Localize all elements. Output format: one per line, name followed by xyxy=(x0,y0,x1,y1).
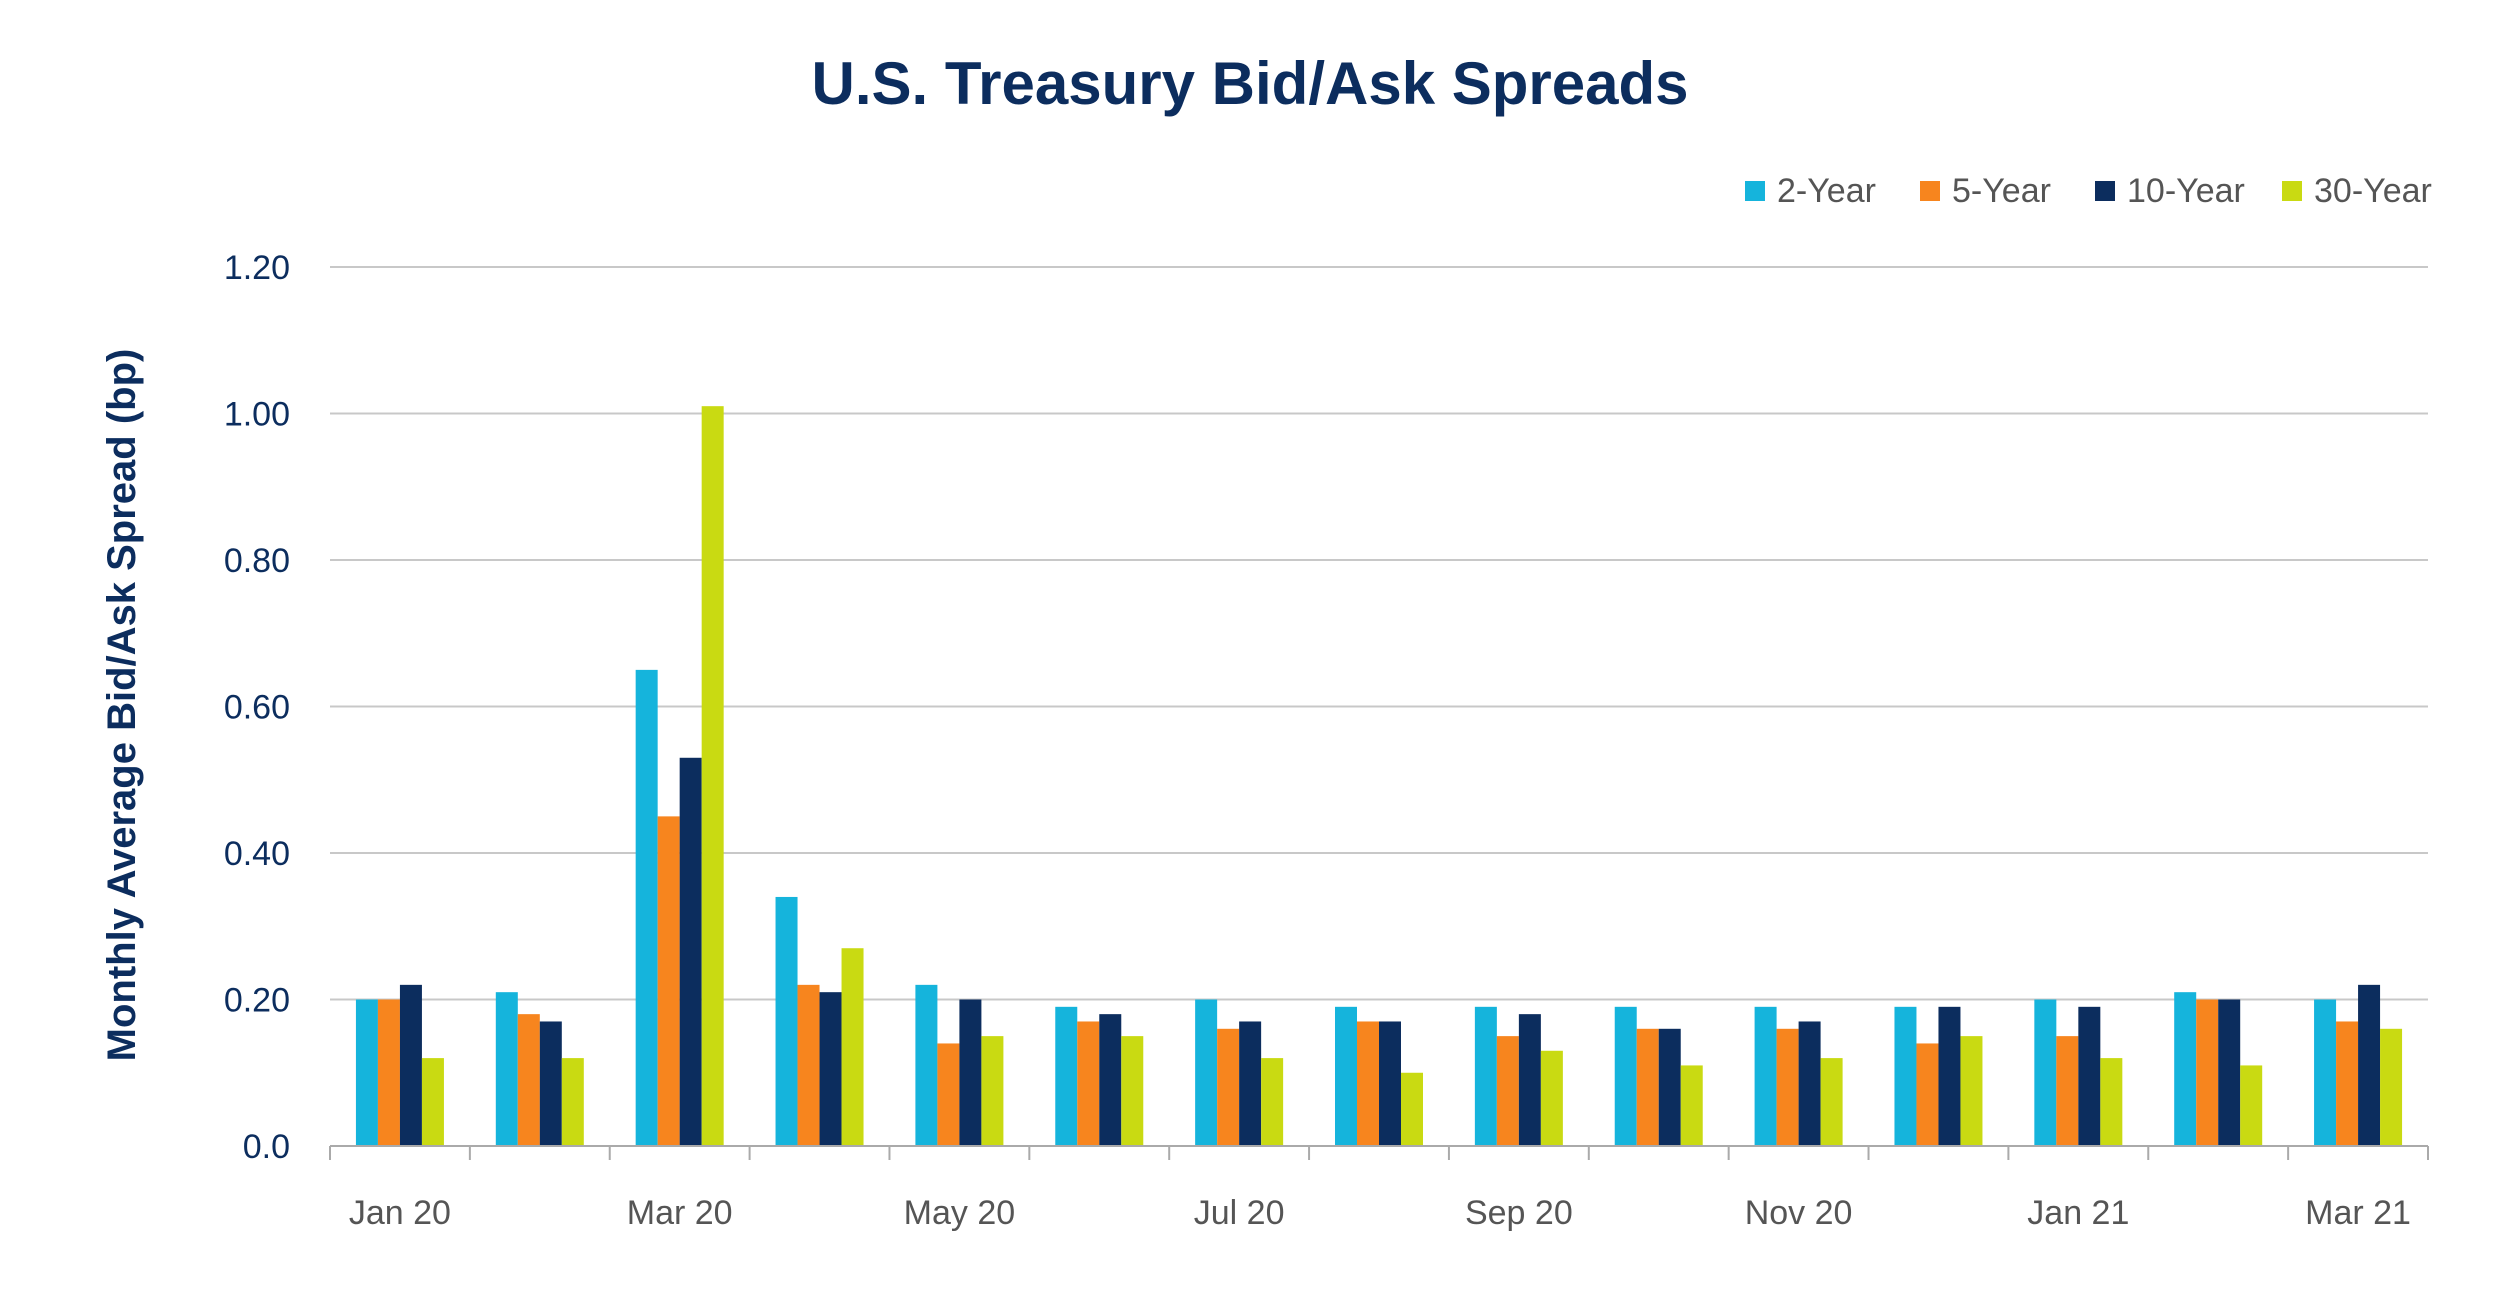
legend: 2-Year 5-Year 10-Year 30-Year xyxy=(1745,172,2432,210)
bar-10-year-11 xyxy=(1938,1006,1961,1146)
bar-30-year-11 xyxy=(1960,1036,1983,1146)
bar-2-year-13 xyxy=(2174,992,2197,1146)
bar-5-year-10 xyxy=(1776,1028,1799,1146)
bar-10-year-14 xyxy=(2358,984,2381,1146)
x-tick-label: Mar 20 xyxy=(627,1194,733,1232)
bar-2-year-3 xyxy=(775,896,798,1146)
bar-10-year-3 xyxy=(819,992,842,1146)
bar-30-year-2 xyxy=(701,406,724,1146)
bar-30-year-7 xyxy=(1401,1072,1423,1146)
bar-30-year-14 xyxy=(2380,1028,2403,1146)
bar-30-year-9 xyxy=(1680,1065,1703,1146)
bar-5-year-11 xyxy=(1916,1043,1939,1146)
bar-10-year-6 xyxy=(1239,1021,1262,1146)
legend-label: 30-Year xyxy=(2314,172,2432,210)
y-tick-label: 0.80 xyxy=(224,542,290,580)
y-axis-title: Monthly Average Bid/Ask Spread (bp) xyxy=(100,349,144,1062)
bar-30-year-8 xyxy=(1540,1050,1563,1146)
bar-2-year-9 xyxy=(1614,1006,1637,1146)
legend-swatch-5-year xyxy=(1920,181,1940,201)
y-tick-label: 1.20 xyxy=(224,249,290,287)
bar-30-year-10 xyxy=(1820,1058,1843,1146)
bar-5-year-13 xyxy=(2196,999,2219,1146)
bar-5-year-12 xyxy=(2056,1036,2079,1146)
bar-5-year-5 xyxy=(1077,1021,1100,1146)
y-tick-label: 0.60 xyxy=(224,689,290,727)
bar-5-year-1 xyxy=(517,1014,540,1146)
chart-title: U.S. Treasury Bid/Ask Spreads xyxy=(811,50,1688,117)
bar-30-year-1 xyxy=(561,1058,584,1146)
bars xyxy=(355,406,2403,1146)
bar-30-year-3 xyxy=(841,948,864,1146)
bar-2-year-8 xyxy=(1474,1006,1497,1146)
bar-5-year-2 xyxy=(657,816,680,1146)
bar-10-year-12 xyxy=(2078,1006,2101,1146)
x-axis: Jan 20 Mar 20 May 20 Jul 20 Sep 20 Nov 20 Jan … xyxy=(329,1145,2429,1232)
bar-5-year-0 xyxy=(377,999,400,1146)
bar-30-year-0 xyxy=(421,1058,444,1146)
y-tick-label: 0.40 xyxy=(224,835,290,873)
bar-5-year-9 xyxy=(1636,1028,1659,1146)
bar-10-year-8 xyxy=(1518,1014,1541,1146)
bar-5-year-7 xyxy=(1357,1021,1379,1146)
bar-2-year-2 xyxy=(635,669,658,1146)
bar-30-year-4 xyxy=(981,1036,1004,1146)
y-tick-label: 0.20 xyxy=(224,982,290,1020)
x-tick-label: Nov 20 xyxy=(1745,1194,1853,1232)
legend-label: 5-Year xyxy=(1952,172,2051,210)
bar-30-year-6 xyxy=(1261,1058,1284,1146)
legend-swatch-30-year xyxy=(2282,181,2302,201)
bar-5-year-3 xyxy=(797,984,820,1146)
bar-2-year-5 xyxy=(1055,1006,1078,1146)
x-tick-label: Sep 20 xyxy=(1465,1194,1573,1232)
x-tick-label: Mar 21 xyxy=(2305,1194,2411,1232)
x-tick-label: May 20 xyxy=(904,1194,1016,1232)
legend-swatch-2-year xyxy=(1745,181,1765,201)
bar-10-year-7 xyxy=(1379,1021,1401,1146)
bar-2-year-1 xyxy=(495,992,518,1146)
legend-label: 2-Year xyxy=(1777,172,1876,210)
x-tick-label: Jan 21 xyxy=(2027,1194,2129,1232)
bar-10-year-10 xyxy=(1798,1021,1821,1146)
bar-2-year-0 xyxy=(355,999,378,1146)
bar-2-year-11 xyxy=(1894,1006,1917,1146)
legend-label: 10-Year xyxy=(2127,172,2245,210)
bar-2-year-4 xyxy=(915,984,938,1146)
bar-2-year-12 xyxy=(2034,999,2057,1146)
bar-10-year-9 xyxy=(1658,1028,1681,1146)
bar-5-year-8 xyxy=(1496,1036,1519,1146)
bar-2-year-10 xyxy=(1754,1006,1777,1146)
y-axis-ticks: 0.0 0.20 0.40 0.60 0.80 1.00 1.20 xyxy=(224,249,290,1166)
bar-10-year-1 xyxy=(539,1021,562,1146)
bar-2-year-6 xyxy=(1195,999,1218,1146)
bar-10-year-4 xyxy=(959,999,982,1146)
bar-2-year-7 xyxy=(1335,1006,1357,1146)
bar-5-year-6 xyxy=(1217,1028,1240,1146)
bar-30-year-13 xyxy=(2240,1065,2263,1146)
y-tick-label: 1.00 xyxy=(224,396,290,434)
bar-5-year-4 xyxy=(937,1043,960,1146)
bar-10-year-13 xyxy=(2218,999,2241,1146)
bar-2-year-14 xyxy=(2314,999,2337,1146)
bar-10-year-0 xyxy=(399,984,422,1146)
bar-5-year-14 xyxy=(2336,1021,2359,1146)
bar-30-year-12 xyxy=(2100,1058,2123,1146)
x-tick-label: Jul 20 xyxy=(1194,1194,1285,1232)
y-tick-label: 0.0 xyxy=(243,1128,290,1166)
bar-30-year-5 xyxy=(1121,1036,1144,1146)
bar-10-year-5 xyxy=(1099,1014,1122,1146)
bar-10-year-2 xyxy=(679,757,702,1146)
legend-swatch-10-year xyxy=(2095,181,2115,201)
x-tick-label: Jan 20 xyxy=(349,1194,451,1232)
